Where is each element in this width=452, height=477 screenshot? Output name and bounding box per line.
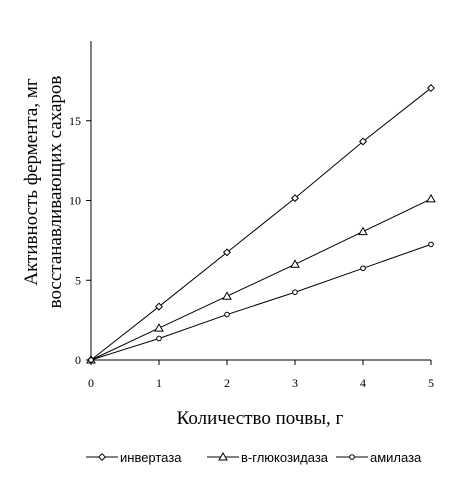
data-point-triangle [426,193,436,203]
x-tick-label: 4 [360,376,366,390]
data-point-circle [360,265,366,272]
y-tick-label: 5 [75,273,81,287]
series-line-circle [90,243,432,361]
legend-label: инвертаза [120,450,182,465]
legend-label: амилаза [370,450,422,465]
x-tick-label: 2 [224,376,230,390]
data-point-diamond [222,248,232,257]
series-circle [88,241,434,363]
legend-item-diamond: инвертаза [86,450,182,465]
series-line-triangle [90,198,432,361]
y-axis-title-line-2: восстанавливающих сахаров [45,76,66,309]
data-point-triangle [154,323,164,332]
y-tick-label: 15 [69,114,81,128]
legend-item-triangle: в-глюкозидаза [207,450,329,465]
legend-item-circle: амилаза [336,450,422,465]
series-diamond [86,84,436,365]
series-triangle [86,193,436,364]
x-tick-label: 5 [428,376,434,390]
data-point-diamond [358,137,368,146]
legend-marker-diamond [97,452,107,462]
series-layer [86,84,436,365]
y-tick-label: 0 [75,353,81,367]
data-point-circle [88,357,94,363]
data-point-diamond [290,194,300,203]
legend-label: в-глюкозидаза [241,450,329,465]
data-point-triangle [290,259,300,268]
data-point-circle [156,335,162,342]
data-point-circle [224,311,230,318]
data-point-circle [428,241,434,248]
data-point-diamond [426,84,436,93]
data-point-circle [292,289,298,296]
legend: инвертаза в-глюкозидаза амилаза [86,450,422,465]
data-point-triangle [358,226,368,236]
axes: 0 1 2 3 4 5 0 5 10 15 [69,41,434,390]
y-tick-label: 10 [69,194,81,208]
legend-marker-circle [349,454,355,460]
series-line-diamond [90,87,432,361]
x-tick-label: 1 [156,376,162,390]
legend-marker-triangle [218,451,228,461]
x-tick-label: 0 [88,376,94,390]
y-axis-title-line-1: Активность фермента, мг [21,78,42,286]
data-point-triangle [222,291,232,300]
x-tick-label: 3 [292,376,298,390]
data-point-diamond [154,302,164,311]
x-axis-title: Количество почвы, г [177,408,344,429]
